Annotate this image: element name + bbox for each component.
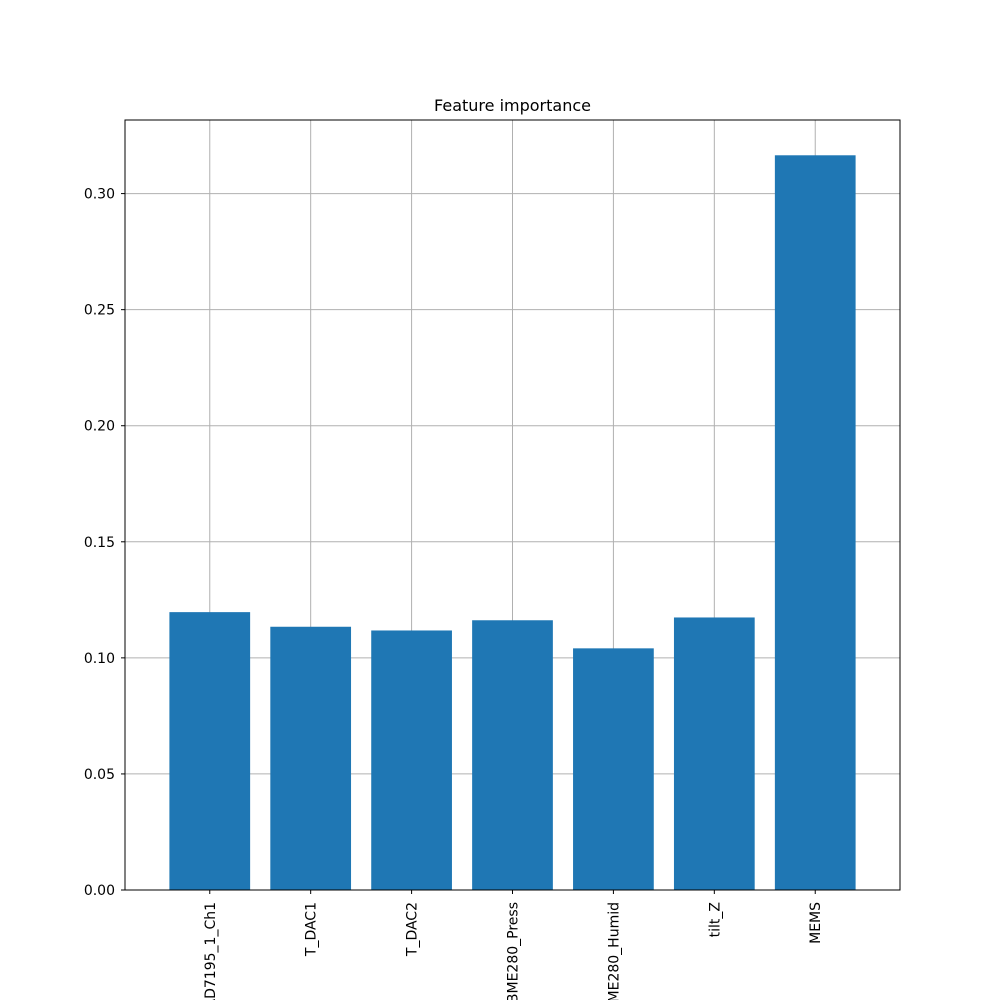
x-tick-label: T_DAC2 — [405, 902, 421, 957]
bar-T_DAC1 — [270, 626, 352, 890]
bar-AD7195_1_Ch1 — [169, 612, 251, 890]
bar-layer — [169, 155, 856, 890]
y-tick-label: 0.25 — [84, 303, 115, 319]
bar-BME280_Humid — [573, 648, 654, 890]
tick-layer: 0.00 0.05 0.10 0.15 0.20 0.25 0.30 AD7195_1_Ch1… — [84, 187, 824, 1000]
bar-MEMS — [774, 155, 856, 890]
bar-T_DAC2 — [371, 630, 452, 890]
y-tick-label: 0.15 — [84, 535, 115, 551]
x-tick-label: AD7195_1_Ch1 — [203, 902, 219, 1000]
chart-title: Feature importance — [434, 96, 591, 115]
x-tick-label: BME280_Humid — [606, 902, 622, 1000]
y-tick-label: 0.20 — [84, 419, 115, 435]
bar-BME280_Press — [472, 620, 553, 890]
y-tick-label: 0.00 — [84, 883, 115, 899]
y-tick-label: 0.30 — [84, 187, 115, 203]
x-tick-label: MEMS — [808, 902, 824, 944]
bar-tilt_Z — [673, 617, 755, 890]
y-tick-label: 0.10 — [84, 651, 115, 667]
x-tick-label: BME280_Press — [506, 902, 522, 1000]
x-tick-label: tilt_Z — [707, 902, 723, 937]
x-tick-label: T_DAC1 — [304, 902, 320, 957]
y-tick-label: 0.05 — [84, 767, 115, 783]
